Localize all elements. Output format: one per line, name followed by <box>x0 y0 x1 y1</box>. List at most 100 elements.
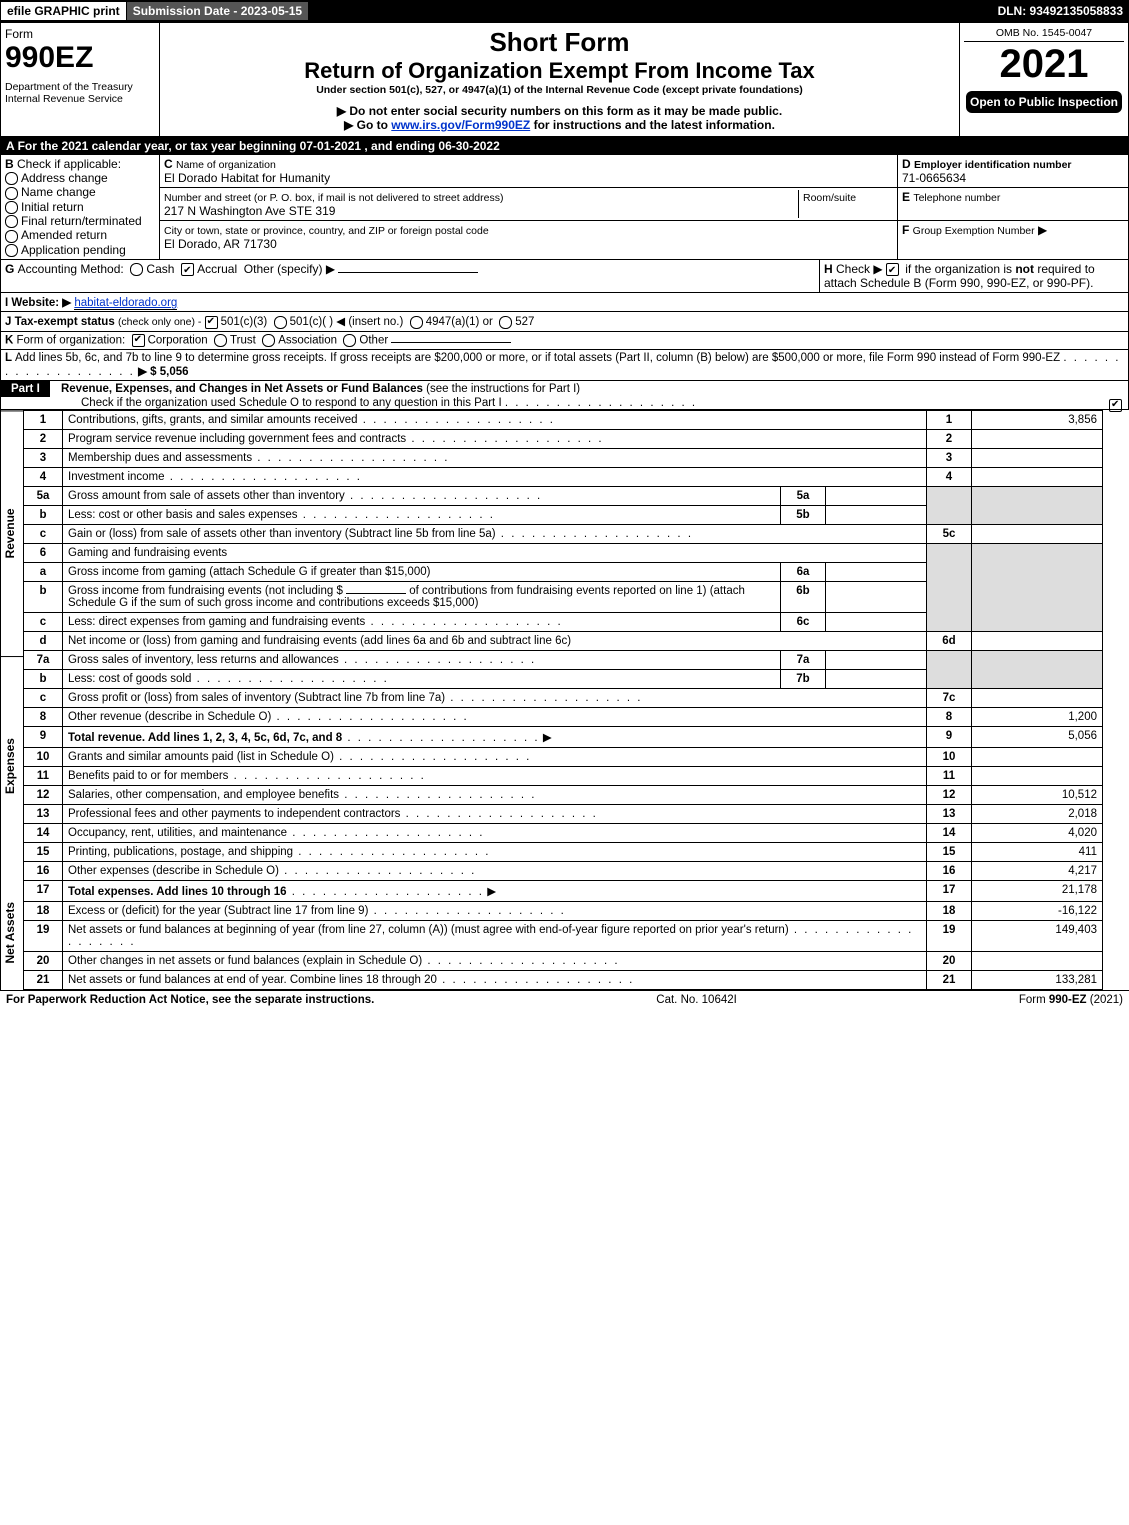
l10-text: Grants and similar amounts paid (list in… <box>68 751 334 763</box>
line-8: 8 Other revenue (describe in Schedule O)… <box>24 707 1103 726</box>
goto-link[interactable]: www.irs.gov/Form990EZ <box>391 118 530 132</box>
l5a-text: Gross amount from sale of assets other t… <box>68 490 345 502</box>
footer-right-pre: Form <box>1019 994 1049 1006</box>
line-9: 9 Total revenue. Add lines 1, 2, 3, 4, 5… <box>24 726 1103 747</box>
c-name-label: Name of organization <box>176 159 276 171</box>
l21-text: Net assets or fund balances at end of ye… <box>68 974 437 986</box>
part-i-tab: Part I <box>1 381 50 397</box>
c-room-label: Room/suite <box>803 192 856 204</box>
l1-text: Contributions, gifts, grants, and simila… <box>68 414 358 426</box>
line-14: 14Occupancy, rent, utilities, and mainte… <box>24 823 1103 842</box>
line-18: 18Excess or (deficit) for the year (Subt… <box>24 901 1103 920</box>
chk-final-return[interactable] <box>5 215 18 228</box>
topbar-spacer <box>308 9 991 13</box>
amt-18: -16,122 <box>972 901 1103 920</box>
line-20: 20Other changes in net assets or fund ba… <box>24 951 1103 970</box>
open-public-badge: Open to Public Inspection <box>966 91 1122 113</box>
lines-table: 1 Contributions, gifts, grants, and simi… <box>23 410 1103 990</box>
l16-text: Other expenses (describe in Schedule O) <box>68 865 279 877</box>
l6c-text: Less: direct expenses from gaming and fu… <box>68 616 365 628</box>
box-6b: 6b <box>781 581 826 612</box>
chk-application-pending[interactable] <box>5 244 18 257</box>
chk-schedule-b[interactable] <box>886 263 899 276</box>
section-h: H Check ▶ if the organization is not req… <box>820 260 1128 292</box>
amt-16: 4,217 <box>972 861 1103 880</box>
amt-15: 411 <box>972 842 1103 861</box>
chk-amended-return[interactable] <box>5 230 18 243</box>
c-addr-label: Number and street (or P. O. box, if mail… <box>164 192 503 204</box>
nc-19: 19 <box>927 920 972 951</box>
line-11: 11Benefits paid to or for members11 <box>24 766 1103 785</box>
k-trust: Trust <box>230 334 256 346</box>
form-number: 990EZ <box>5 41 155 75</box>
l11-text: Benefits paid to or for members <box>68 770 228 782</box>
chk-initial-return[interactable] <box>5 201 18 214</box>
opt-address-change: Address change <box>21 171 108 185</box>
nc-1: 1 <box>927 410 972 429</box>
line-13: 13 Professional fees and other payments t… <box>24 804 1103 823</box>
chk-501c[interactable] <box>274 316 287 329</box>
part-i-check-line: Check if the organization used Schedule … <box>1 397 502 409</box>
website-link[interactable]: habitat-eldorado.org <box>74 297 177 310</box>
line-15: 15Printing, publications, postage, and s… <box>24 842 1103 861</box>
nc-20: 20 <box>927 951 972 970</box>
amt-4 <box>972 467 1103 486</box>
header-mid: Short Form Return of Organization Exempt… <box>160 23 959 136</box>
amt-7c <box>972 688 1103 707</box>
line-a-text: For the 2021 calendar year, or tax year … <box>18 139 500 153</box>
goto-post: for instructions and the latest informat… <box>530 118 775 132</box>
opt-application-pending: Application pending <box>21 243 126 257</box>
opt-final-return: Final return/terminated <box>21 214 142 228</box>
line-21: 21Net assets or fund balances at end of … <box>24 970 1103 989</box>
chk-other-org[interactable] <box>343 334 356 347</box>
l4-text: Investment income <box>68 471 165 483</box>
l5c-text: Gain or (loss) from sale of assets other… <box>68 528 496 540</box>
chk-4947[interactable] <box>410 316 423 329</box>
subtitle: Under section 501(c), 527, or 4947(a)(1)… <box>164 84 955 96</box>
gh-row: G Accounting Method: Cash Accrual Other … <box>0 260 1129 293</box>
chk-name-change[interactable] <box>5 187 18 200</box>
l8-text: Other revenue (describe in Schedule O) <box>68 711 271 723</box>
j-o2: 501(c)( ) ◀ (insert no.) <box>290 316 404 328</box>
chk-cash[interactable] <box>130 263 143 276</box>
amt-20 <box>972 951 1103 970</box>
nc-3: 3 <box>927 448 972 467</box>
amt-9: 5,056 <box>972 726 1103 747</box>
chk-527[interactable] <box>499 316 512 329</box>
bcdef-block: B Check if applicable: Address change Na… <box>0 155 1129 260</box>
return-title: Return of Organization Exempt From Incom… <box>164 58 955 84</box>
chk-schedule-o-part-i[interactable] <box>1109 399 1122 412</box>
c-city-label: City or town, state or province, country… <box>164 225 489 237</box>
l6-text: Gaming and fundraising events <box>68 547 227 559</box>
d-label: Employer identification number <box>914 159 1072 171</box>
header-right: OMB No. 1545-0047 2021 Open to Public In… <box>959 23 1128 136</box>
chk-address-change[interactable] <box>5 172 18 185</box>
page-footer: For Paperwork Reduction Act Notice, see … <box>0 990 1129 1009</box>
line-4: 4 Investment income 4 <box>24 467 1103 486</box>
dln-number: DLN: 93492135058833 <box>992 2 1129 20</box>
section-c: C Name of organization El Dorado Habitat… <box>160 155 898 259</box>
g-cash: Cash <box>146 262 174 276</box>
amt-14: 4,020 <box>972 823 1103 842</box>
chk-accrual[interactable] <box>181 263 194 276</box>
l14-text: Occupancy, rent, utilities, and maintena… <box>68 827 287 839</box>
l13-text: Professional fees and other payments to … <box>68 808 400 820</box>
header-left: Form 990EZ Department of the Treasury In… <box>1 23 160 136</box>
k-corp: Corporation <box>148 334 208 346</box>
amt-17: 21,178 <box>972 880 1103 901</box>
amt-1: 3,856 <box>972 410 1103 429</box>
chk-trust[interactable] <box>214 334 227 347</box>
amt-6d <box>972 631 1103 650</box>
line-3: 3 Membership dues and assessments 3 <box>24 448 1103 467</box>
i-label: Website: ▶ <box>11 297 71 309</box>
dept-treasury: Department of the Treasury Internal Reve… <box>5 81 155 105</box>
g-label: Accounting Method: <box>18 262 124 276</box>
chk-corporation[interactable] <box>132 334 145 347</box>
line-12: 12Salaries, other compensation, and empl… <box>24 785 1103 804</box>
chk-501c3[interactable] <box>205 316 218 329</box>
efile-print-label[interactable]: efile GRAPHIC print <box>0 1 127 21</box>
nc-13: 13 <box>927 804 972 823</box>
chk-association[interactable] <box>262 334 275 347</box>
section-i: I Website: ▶ habitat-eldorado.org <box>0 293 1129 312</box>
part-i-note: (see the instructions for Part I) <box>426 383 580 395</box>
